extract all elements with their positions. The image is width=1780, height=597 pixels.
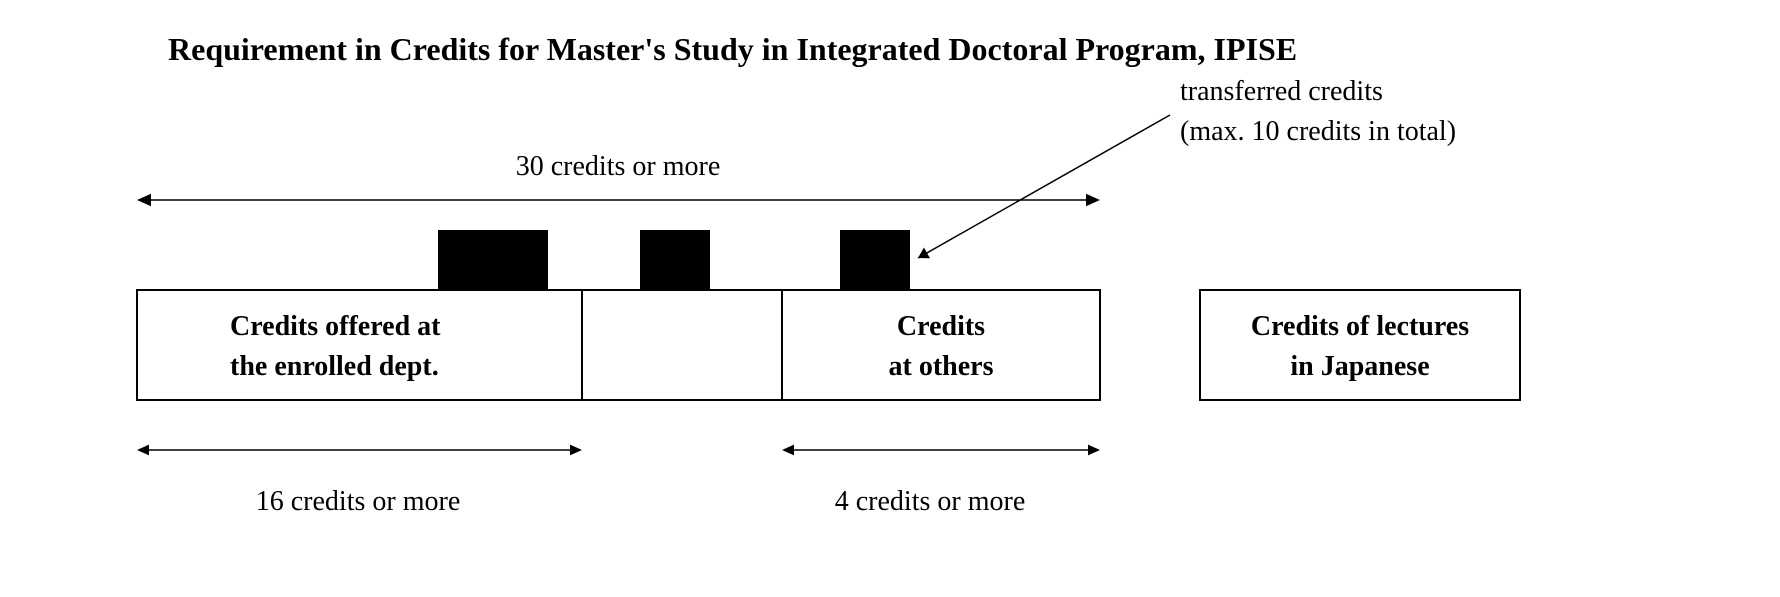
cell3-label-2: at others — [889, 351, 994, 382]
diagram-title: Requirement in Credits for Master's Stud… — [168, 31, 1297, 67]
others-credits-label: 4 credits or more — [835, 486, 1026, 517]
total-credits-label: 30 credits or more — [516, 151, 721, 182]
aside-label-1: Credits of lectures — [1251, 311, 1469, 342]
credits-diagram: Requirement in Credits for Master's Stud… — [0, 0, 1780, 597]
cell3-label-1: Credits — [897, 311, 985, 342]
cell1-label-1: Credits offered at — [230, 311, 441, 342]
marker-3 — [840, 230, 910, 290]
enrolled-credits-label: 16 credits or more — [256, 486, 461, 517]
cell1-label-2: the enrolled dept. — [230, 351, 439, 382]
transferred-label-1: transferred credits — [1180, 76, 1383, 107]
aside-label-2: in Japanese — [1290, 351, 1429, 382]
marker-2 — [640, 230, 710, 290]
cell3 — [782, 290, 1100, 400]
marker-1 — [438, 230, 548, 290]
cell1 — [137, 290, 582, 400]
aside-box — [1200, 290, 1520, 400]
cell2 — [582, 290, 782, 400]
transferred-label-2: (max. 10 credits in total) — [1180, 116, 1456, 147]
